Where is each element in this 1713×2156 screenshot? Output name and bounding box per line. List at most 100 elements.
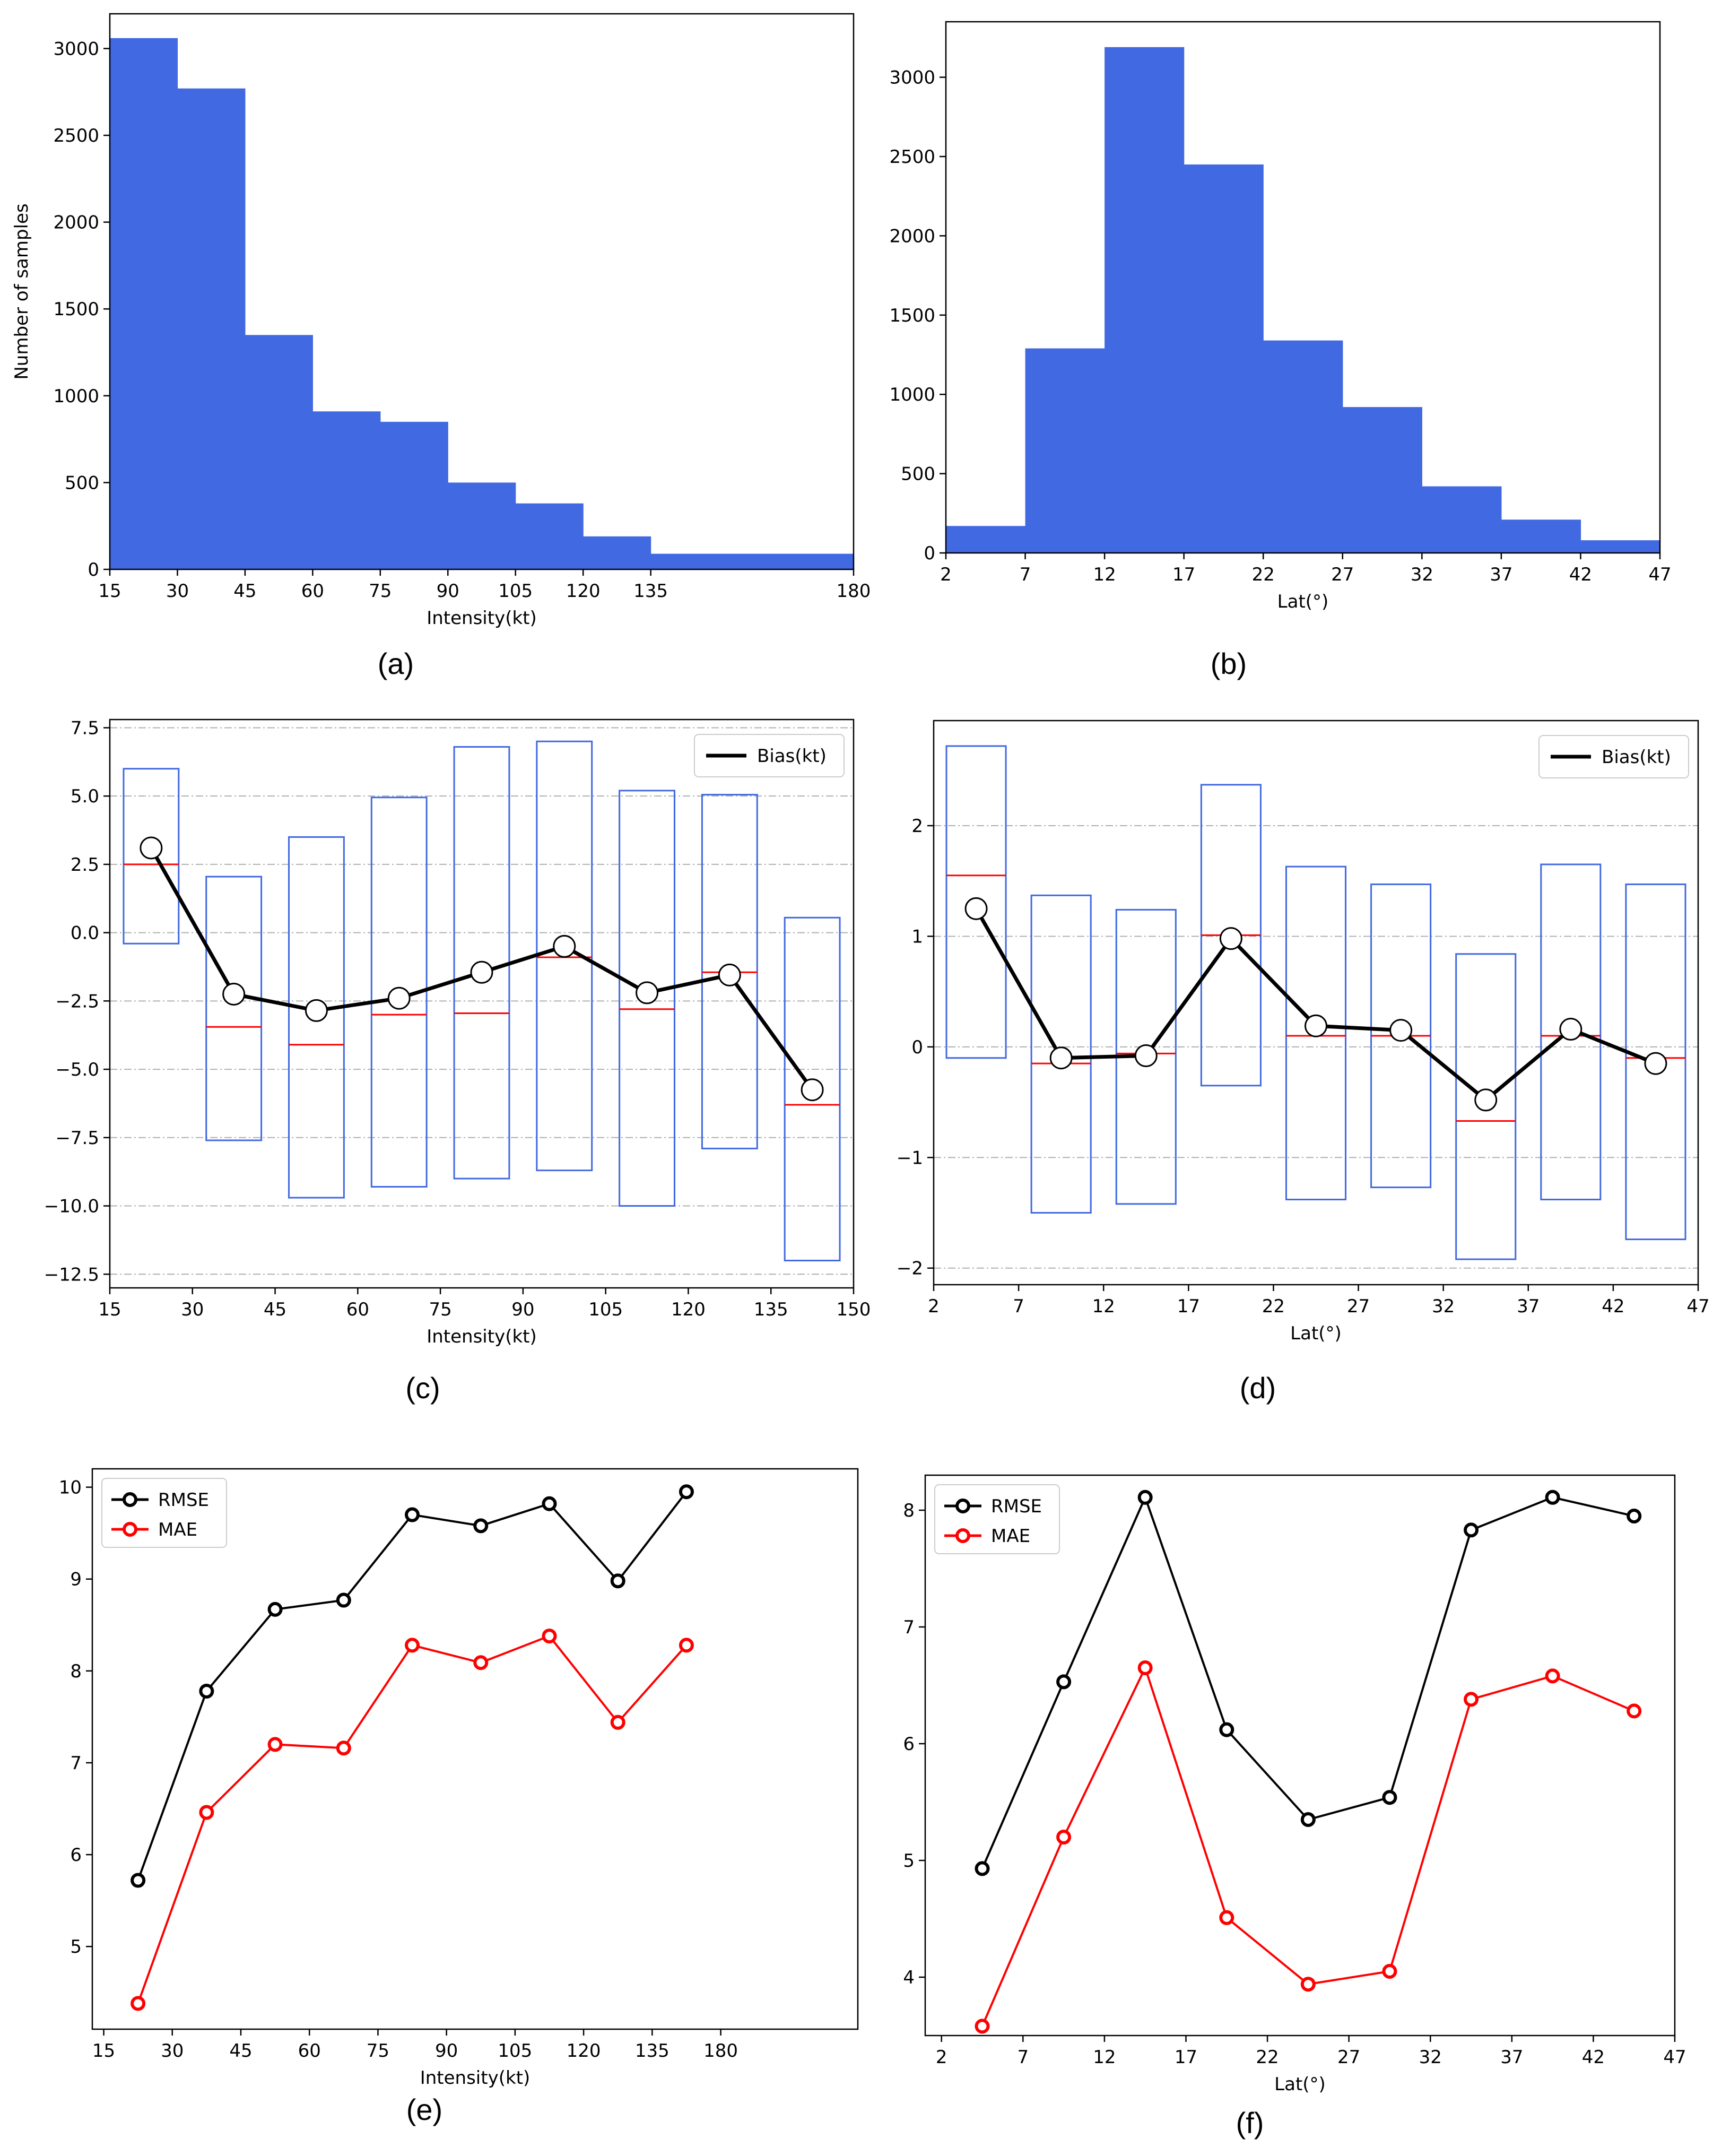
chart-e: RMSE MAE 15 30 45 60 75 90 105 120 135 180 5 6 7 8 9 10 In… [59, 1468, 859, 2126]
y-tick-label: 9 [70, 1569, 82, 1590]
series-point-rmse [1137, 1490, 1153, 1505]
x-tick-label: 150 [837, 1299, 871, 1320]
series-point-mae [131, 1996, 146, 2011]
x-tick-label: 120 [567, 2040, 601, 2062]
x-tick-label: 17 [1177, 1296, 1200, 1317]
x-tick-label: 42 [1569, 564, 1592, 585]
chart-a: 15 30 45 60 75 90 105 120 135 180 0 500 1000 1500 2000… [11, 13, 871, 680]
y-tick-label: 500 [901, 464, 935, 485]
x-tick-label: 17 [1175, 2047, 1197, 2068]
box [370, 796, 428, 1188]
y-tick-label: −7.5 [55, 1128, 99, 1149]
y-tick-label: 0 [88, 559, 99, 581]
x-tick-label: 30 [181, 1299, 204, 1320]
x-tick-label: 60 [346, 1299, 369, 1320]
x-tick-label: 105 [498, 2040, 532, 2062]
histogram-bar [515, 503, 584, 569]
x-tick-label: 60 [301, 581, 324, 602]
bias-point [718, 963, 741, 986]
series-point-rmse [1382, 1790, 1397, 1805]
legend-label: MAE [991, 1526, 1030, 1547]
x-tick-label: 42 [1582, 2047, 1605, 2068]
x-tick-label: 27 [1331, 564, 1354, 585]
panel-caption: (a) [378, 647, 414, 680]
x-axis-label: Lat(°) [1277, 591, 1329, 612]
x-tick-label: 32 [1419, 2047, 1442, 2068]
series-point-rmse [1219, 1722, 1234, 1737]
histogram-bar [1580, 540, 1660, 553]
box [1285, 865, 1347, 1201]
series-point-rmse [542, 1496, 557, 1511]
box [1455, 953, 1517, 1260]
bias-point [1644, 1052, 1667, 1075]
y-tick-label: 4 [903, 1967, 915, 1988]
x-tick-label: 90 [437, 581, 459, 602]
x-tick-label: 27 [1337, 2047, 1360, 2068]
y-tick-label: 2500 [889, 146, 935, 168]
x-tick-label: 30 [161, 2040, 184, 2062]
x-tick-label: 75 [429, 1299, 451, 1320]
x-tick-label: 75 [369, 581, 392, 602]
series-point-rmse [267, 1601, 283, 1617]
chart-c: Bias(kt) 15 30 45 60 75 90 105 120 135 150 7.5 5.0 2.… [44, 717, 871, 1405]
series-point-mae [679, 1638, 694, 1653]
series-point-mae [199, 1805, 214, 1820]
chart-d: Bias(kt)2 7 12 17 22 27 32 37 42 47210−1−2Lat(°)(… [897, 720, 1710, 1405]
x-tick-label: 2 [936, 2047, 947, 2068]
y-tick-label: 7 [70, 1753, 82, 1774]
box [123, 768, 180, 945]
x-tick-label: 120 [566, 581, 601, 602]
y-tick-label: 10 [59, 1477, 82, 1499]
legend-marker [955, 1528, 970, 1543]
bias-point [140, 836, 163, 860]
y-tick-label: 0 [924, 543, 935, 564]
y-tick-label: 6 [70, 1845, 82, 1866]
series-point-rmse [1464, 1522, 1479, 1538]
x-tick-label: 47 [1663, 2047, 1686, 2068]
y-tick-label: 2.5 [71, 854, 99, 876]
series-point-rmse [610, 1573, 625, 1589]
series-point-rmse [1056, 1674, 1072, 1690]
series-line-mae [981, 1665, 1634, 2027]
x-tick-label: 22 [1256, 2047, 1279, 2068]
x-axis-label: Intensity(kt) [427, 608, 537, 629]
histogram-bar [650, 553, 854, 569]
bias-point [1389, 1019, 1413, 1042]
series-point-rmse [199, 1683, 214, 1699]
y-tick-label: −2 [897, 1258, 923, 1279]
histogram-bar [1025, 348, 1105, 553]
series-point-rmse [1300, 1812, 1316, 1827]
panel-caption: (e) [406, 2093, 442, 2126]
x-tick-label: 15 [98, 1299, 121, 1320]
legend-marker [123, 1522, 137, 1537]
series-point-mae [1300, 1977, 1316, 1992]
series-point-rmse [336, 1592, 351, 1608]
x-tick-label: 37 [1500, 2047, 1523, 2068]
series-point-mae [267, 1737, 283, 1752]
x-tick-label: 42 [1602, 1296, 1624, 1317]
chart-b: 2 7 12 17 22 27 32 37 42 470500100015002000250030… [889, 21, 1672, 680]
y-tick-label: −10.0 [44, 1196, 99, 1217]
histogram-bar [110, 38, 178, 569]
x-axis-label: Intensity(kt) [420, 2067, 531, 2089]
bias-point [222, 982, 246, 1006]
legend-marker [955, 1499, 970, 1513]
legend-label: RMSE [991, 1496, 1042, 1517]
series-point-mae [1219, 1910, 1234, 1925]
y-tick-label: 7.5 [71, 717, 99, 739]
series-point-mae [1545, 1668, 1560, 1684]
histogram-bar [380, 421, 448, 569]
x-tick-label: 27 [1347, 1296, 1370, 1317]
series-point-mae [610, 1715, 625, 1730]
series-point-mae [1056, 1830, 1072, 1845]
legend [694, 734, 845, 777]
x-tick-label: 37 [1490, 564, 1512, 585]
box [1540, 863, 1602, 1201]
bias-point [1305, 1014, 1327, 1037]
y-tick-label: 5.0 [71, 786, 99, 807]
y-axis-label: Number of samples [11, 203, 32, 379]
legend-label: Bias(kt) [757, 746, 827, 767]
histogram-bar [1105, 47, 1185, 553]
y-tick-label: 5 [903, 1850, 915, 1872]
